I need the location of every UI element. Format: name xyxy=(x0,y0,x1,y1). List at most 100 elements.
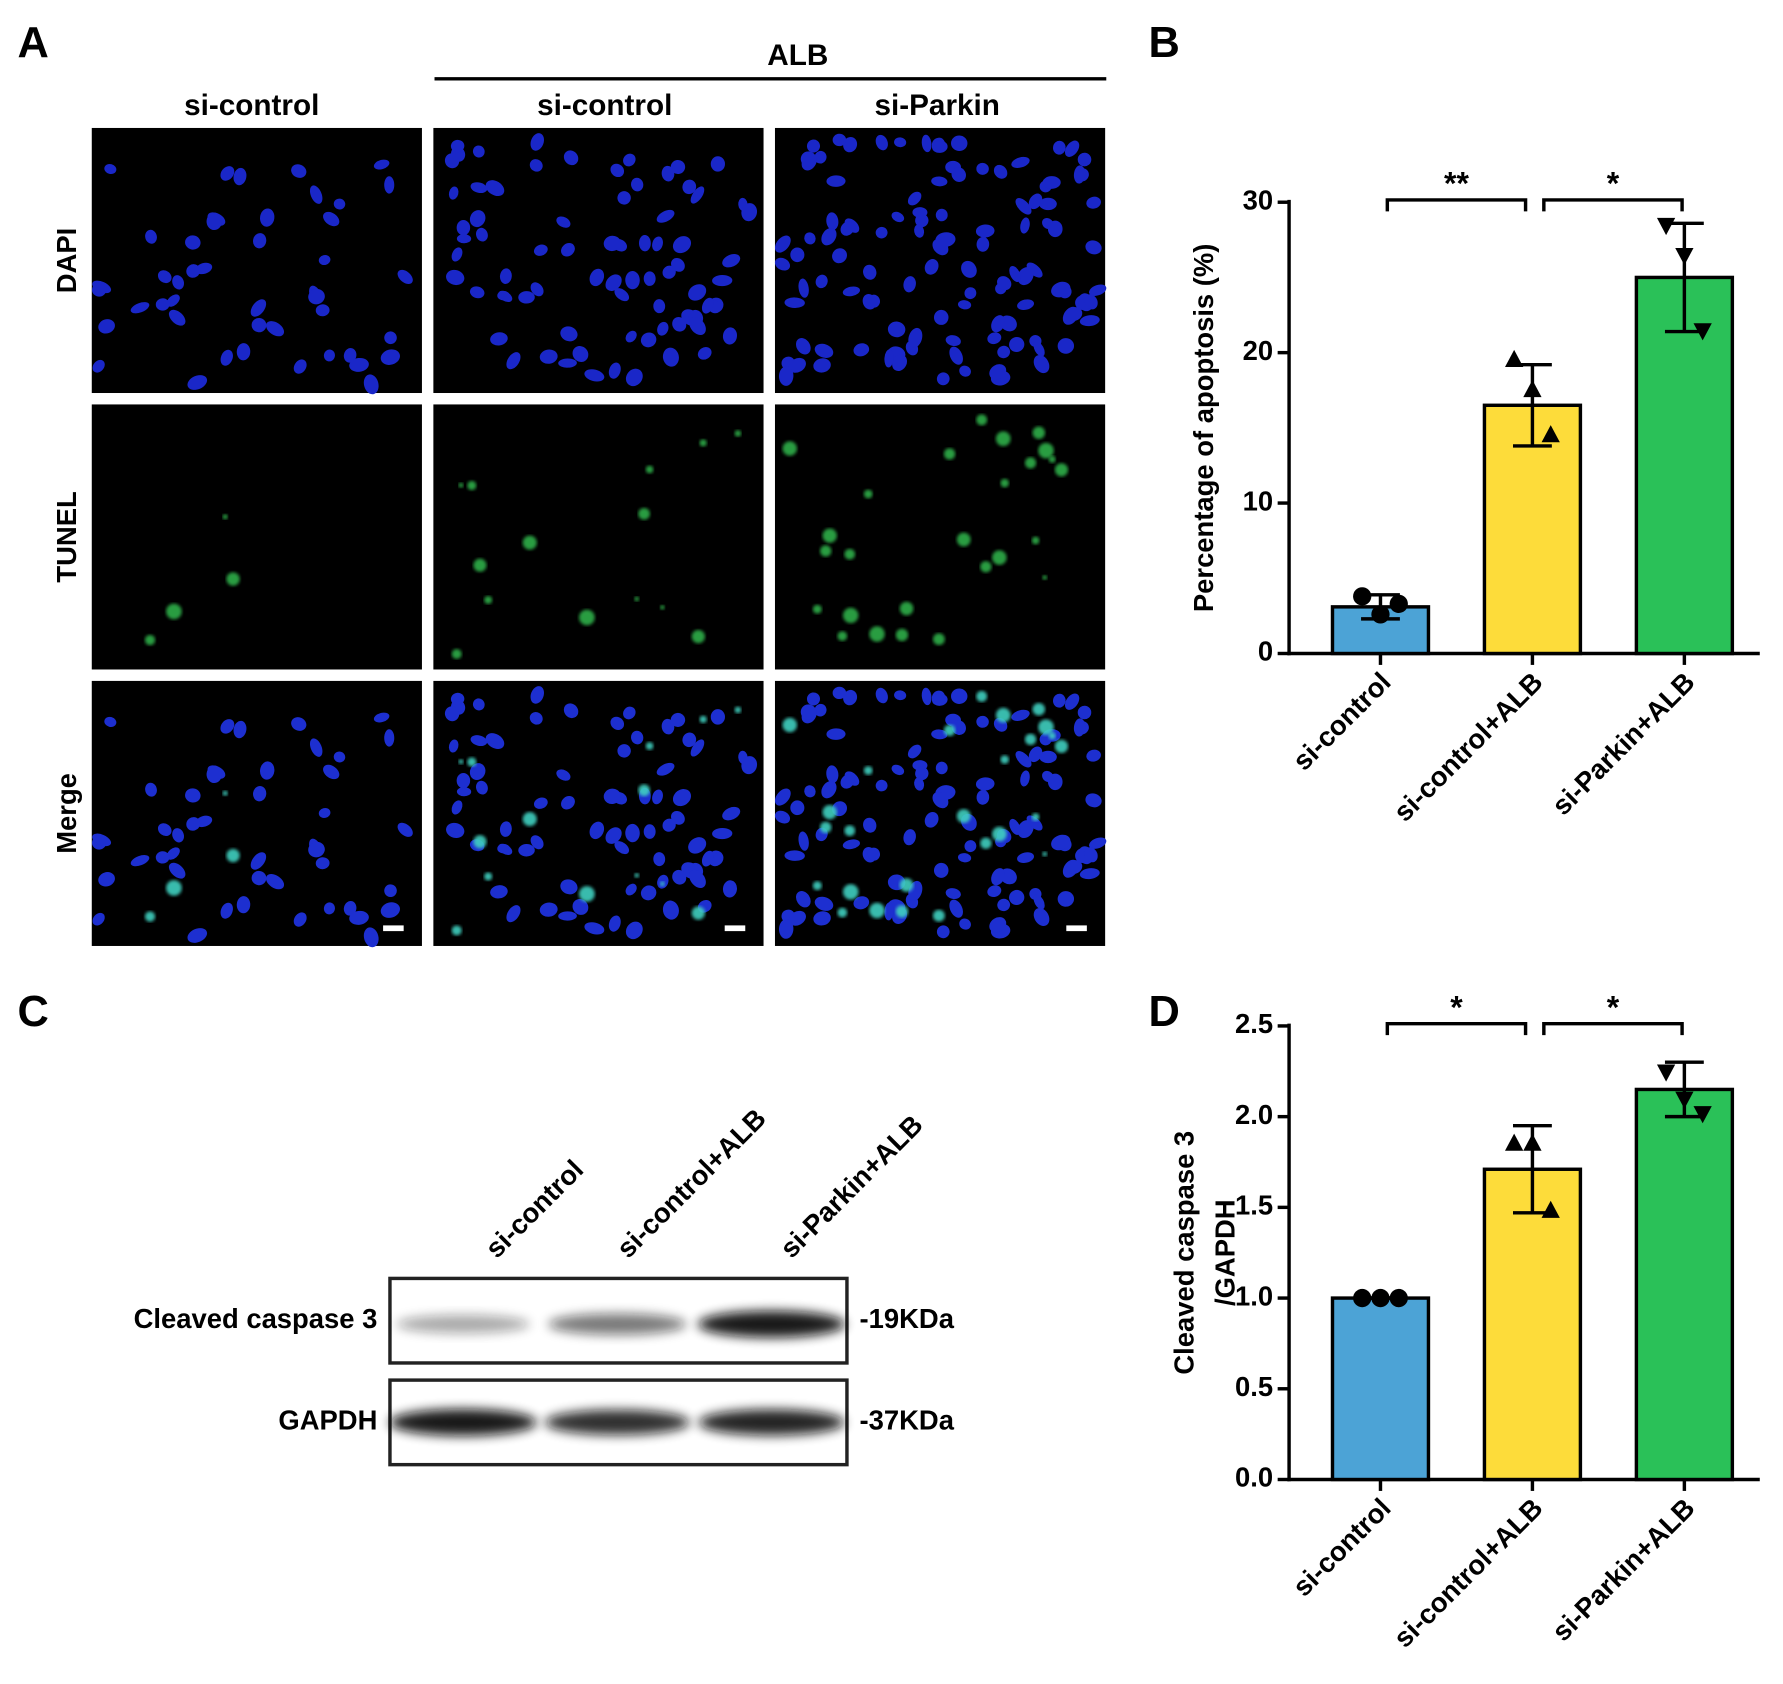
tunel-spot xyxy=(1048,732,1056,740)
nucleus xyxy=(640,332,657,348)
nucleus xyxy=(964,840,977,853)
tunel-spot xyxy=(843,607,859,624)
row-label: DAPI xyxy=(51,228,82,293)
nucleus xyxy=(98,872,115,887)
panel-label: C xyxy=(18,988,49,1036)
data-point xyxy=(1505,349,1524,368)
nucleus xyxy=(951,167,966,182)
nucleus xyxy=(875,779,888,792)
data-point xyxy=(1371,605,1390,624)
y-tick-label: 0.5 xyxy=(1235,1371,1273,1402)
nucleus xyxy=(1077,705,1092,720)
tunel-spot xyxy=(863,766,873,775)
band xyxy=(389,1409,537,1436)
nucleus xyxy=(875,687,888,704)
nucleus xyxy=(795,891,811,908)
nucleus xyxy=(563,703,579,719)
nucleus xyxy=(682,732,697,748)
nucleus xyxy=(333,198,346,210)
nucleus xyxy=(1085,793,1102,808)
nucleus xyxy=(638,234,651,252)
nucleus xyxy=(260,761,275,780)
micrograph xyxy=(91,680,422,948)
nucleus xyxy=(722,327,737,345)
nucleus xyxy=(997,345,1011,359)
tunel-spot xyxy=(980,837,992,849)
nucleus xyxy=(887,321,906,338)
tunel-spot xyxy=(1054,739,1069,753)
nucleus xyxy=(672,236,692,254)
nucleus xyxy=(397,269,413,284)
nucleus xyxy=(991,315,1005,333)
nucleus xyxy=(373,159,390,170)
tunel-spot xyxy=(956,809,971,823)
y-tick-label: 1.0 xyxy=(1235,1280,1273,1311)
nucleus xyxy=(903,829,916,846)
nucleus xyxy=(220,349,233,366)
tunel-spot xyxy=(899,601,914,616)
tunel-spot xyxy=(451,925,462,936)
scale-bar xyxy=(1066,925,1087,932)
y-tick-label: 0.0 xyxy=(1235,1462,1273,1493)
nucleus xyxy=(98,319,115,334)
nucleus xyxy=(556,769,571,781)
nucleus xyxy=(506,352,521,370)
nucleus xyxy=(323,764,340,780)
nucleus xyxy=(1011,156,1030,168)
nucleus xyxy=(907,744,922,759)
nucleus xyxy=(1089,837,1107,849)
nucleus xyxy=(935,761,948,775)
nucleus xyxy=(187,375,208,390)
tunel-spot xyxy=(812,604,822,614)
nucleus xyxy=(104,163,117,175)
nucleus xyxy=(907,191,922,206)
tunel-spot xyxy=(699,715,707,724)
nucleus xyxy=(558,358,577,368)
nucleus xyxy=(1086,196,1101,209)
x-tick-label: si-control+ALB xyxy=(1387,1492,1548,1653)
nucleus xyxy=(800,151,817,167)
nucleus xyxy=(610,716,625,730)
tunel-spot xyxy=(822,528,837,543)
tunel-spot xyxy=(699,439,707,447)
tunel-spot xyxy=(226,848,240,863)
nucleus xyxy=(1051,281,1071,298)
nucleus xyxy=(444,153,460,169)
nucleus xyxy=(894,690,907,701)
tunel-spot xyxy=(458,759,464,765)
nucleus xyxy=(672,789,692,807)
nucleus xyxy=(130,302,150,314)
micrograph xyxy=(774,680,1107,946)
nucleus xyxy=(931,693,948,706)
nucleus xyxy=(518,844,535,857)
nucleus xyxy=(343,901,357,916)
nucleus xyxy=(1039,197,1057,211)
tunel-spot xyxy=(820,821,832,834)
tunel-spot xyxy=(144,911,156,922)
nucleus xyxy=(373,712,390,723)
nucleus xyxy=(661,165,675,182)
significance-label: * xyxy=(1450,989,1463,1025)
nucleus xyxy=(323,902,335,915)
nucleus xyxy=(798,831,809,851)
tunel-spot xyxy=(473,835,487,849)
micrograph xyxy=(433,680,764,946)
nucleus xyxy=(469,286,485,299)
nucleus xyxy=(560,879,578,895)
tunel-spot xyxy=(484,595,493,605)
nucleus xyxy=(1017,299,1035,310)
tunel-spot xyxy=(932,633,945,646)
tunel-spot xyxy=(1024,457,1037,469)
nucleus xyxy=(933,862,949,878)
nucleus xyxy=(603,235,621,252)
nucleus xyxy=(166,847,180,860)
nucleus xyxy=(1085,240,1102,255)
significance-bracket xyxy=(1542,1021,1684,1036)
row-label: Merge xyxy=(51,773,82,854)
x-tick-label: si-control xyxy=(1286,666,1396,776)
nucleus xyxy=(931,729,948,740)
nucleus xyxy=(806,692,821,706)
nucleus xyxy=(561,243,575,257)
nucleus xyxy=(253,786,267,802)
nucleus xyxy=(168,862,186,879)
